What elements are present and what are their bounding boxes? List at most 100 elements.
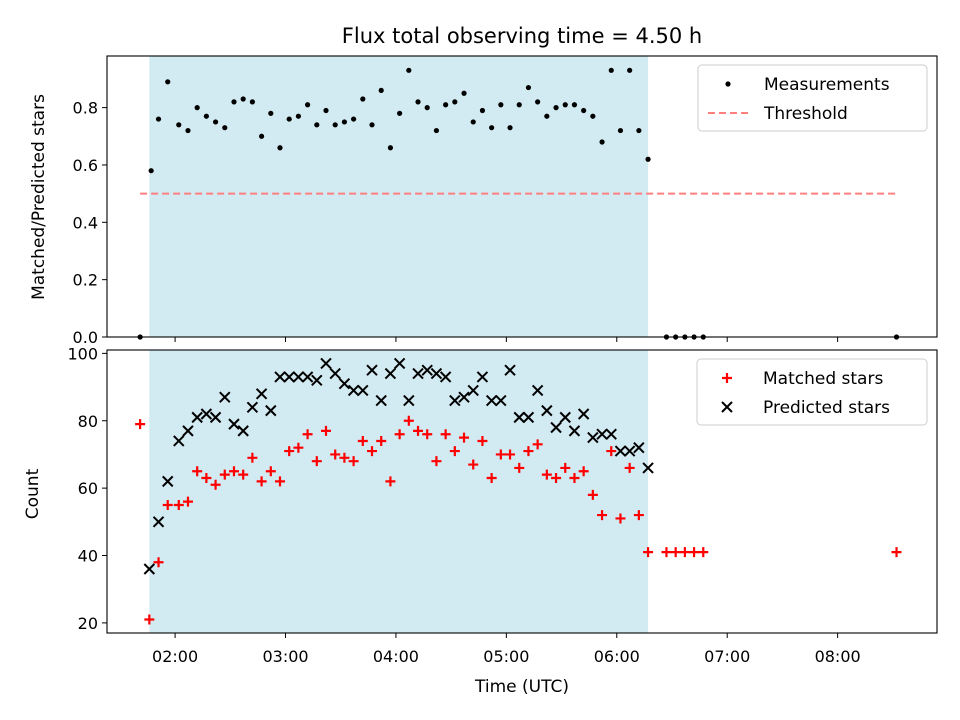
data-point — [608, 67, 614, 73]
data-point — [605, 428, 617, 440]
data-point — [459, 432, 470, 443]
data-point — [321, 425, 332, 436]
y-tick-label: 80 — [78, 412, 98, 431]
data-point — [606, 446, 617, 457]
legend-box — [696, 358, 928, 426]
data-point — [378, 87, 384, 94]
data-point — [525, 84, 532, 91]
data-point — [689, 547, 700, 558]
data-point — [433, 127, 440, 134]
data-point — [162, 499, 173, 510]
data-point — [182, 496, 193, 507]
data-point — [449, 394, 461, 407]
data-point — [403, 415, 414, 426]
data-point — [201, 473, 212, 484]
data-point — [304, 102, 311, 108]
data-point — [256, 476, 267, 487]
data-point — [569, 473, 580, 484]
data-point — [203, 113, 209, 119]
data-point — [192, 466, 203, 477]
data-point — [332, 122, 338, 128]
data-point — [384, 367, 397, 380]
data-point — [265, 404, 277, 417]
data-point — [587, 489, 598, 500]
x-tick-label: 05:00 — [483, 647, 529, 666]
data-point — [577, 408, 590, 420]
legend-label: Measurements — [764, 75, 890, 95]
y-tick-label: 0.0 — [73, 328, 98, 347]
data-point — [562, 102, 568, 108]
data-point — [277, 145, 283, 151]
bottom-ylabel: Count — [23, 468, 43, 519]
data-point — [440, 429, 451, 440]
data-point — [367, 446, 378, 457]
data-point — [507, 125, 513, 131]
figure-title: Flux total observing time = 4.50 h — [342, 24, 702, 48]
data-point — [642, 462, 654, 474]
x-tick-label: 07:00 — [704, 647, 750, 666]
data-point — [553, 105, 559, 111]
data-point — [627, 67, 633, 73]
data-point — [155, 116, 162, 122]
axes-frame — [106, 349, 938, 634]
data-point — [891, 547, 902, 558]
data-point — [617, 127, 624, 134]
data-point — [360, 96, 366, 102]
data-point — [623, 445, 636, 457]
series-matched-stars — [135, 415, 902, 625]
data-point — [485, 394, 498, 407]
data-point — [430, 367, 443, 380]
x-axis-label: Time (UTC) — [474, 677, 569, 697]
data-point — [185, 127, 191, 134]
y-tick-label: 0.2 — [73, 271, 98, 290]
data-point — [532, 439, 543, 450]
data-point — [143, 563, 156, 575]
data-point — [387, 145, 394, 151]
data-point — [495, 449, 506, 460]
bottom-panel: 20 40 60 80 100 02:00 03:00 04:00 05:00 06:00 07:0… — [67, 344, 938, 666]
data-point — [479, 107, 486, 114]
data-point — [516, 102, 522, 108]
data-point — [505, 449, 516, 460]
data-point — [424, 105, 430, 111]
data-point — [633, 510, 644, 521]
series-measurements — [137, 67, 900, 340]
data-point — [489, 125, 495, 131]
legend-label: Threshold — [763, 104, 848, 124]
data-point — [476, 371, 489, 383]
data-point — [551, 473, 562, 484]
legend-box — [697, 64, 928, 132]
data-point — [283, 371, 295, 383]
data-point — [406, 67, 412, 73]
data-point — [431, 456, 442, 467]
data-point — [255, 388, 268, 400]
data-point — [338, 377, 351, 390]
data-point — [351, 116, 357, 122]
data-point — [661, 547, 672, 558]
legend-marker — [722, 373, 732, 383]
axes-frame — [106, 55, 938, 338]
legend-label: Matched stars — [763, 369, 883, 389]
data-point — [571, 102, 578, 108]
data-point — [274, 371, 286, 383]
data-point — [135, 419, 146, 430]
data-point — [393, 357, 406, 370]
data-point — [311, 456, 322, 467]
data-point — [219, 469, 230, 480]
data-point — [495, 394, 507, 407]
data-point — [615, 513, 626, 524]
data-point — [513, 411, 525, 424]
y-tick-label: 40 — [78, 547, 98, 566]
data-point — [274, 476, 285, 487]
data-point — [461, 90, 467, 96]
data-point — [268, 110, 274, 116]
data-point — [222, 125, 228, 131]
data-point — [458, 391, 470, 403]
data-point — [249, 99, 255, 105]
data-point — [258, 133, 265, 139]
data-point — [302, 429, 313, 440]
x-tick-label: 08:00 — [815, 647, 861, 666]
data-point — [679, 547, 690, 558]
data-point — [633, 441, 645, 454]
